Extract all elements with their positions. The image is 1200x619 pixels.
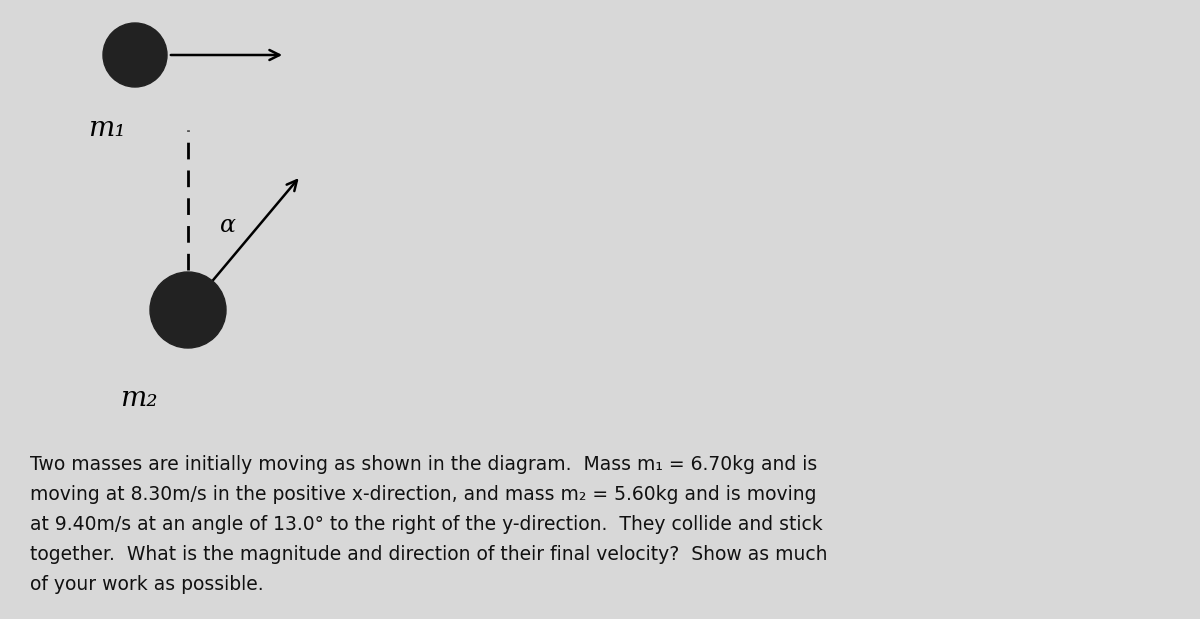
Text: Two masses are initially moving as shown in the diagram.  Mass m₁ = 6.70kg and i: Two masses are initially moving as shown…	[30, 455, 817, 474]
Text: together.  What is the magnitude and direction of their final velocity?  Show as: together. What is the magnitude and dire…	[30, 545, 828, 564]
Circle shape	[103, 23, 167, 87]
Text: moving at 8.30m/s in the positive x-direction, and mass m₂ = 5.60kg and is movin: moving at 8.30m/s in the positive x-dire…	[30, 485, 816, 504]
Text: m₁: m₁	[88, 115, 126, 142]
Text: α: α	[220, 214, 236, 236]
Text: m₂: m₂	[120, 385, 157, 412]
Text: of your work as possible.: of your work as possible.	[30, 575, 264, 594]
Text: at 9.40m/s at an angle of 13.0° to the right of the y-direction.  They collide a: at 9.40m/s at an angle of 13.0° to the r…	[30, 515, 823, 534]
Circle shape	[150, 272, 226, 348]
